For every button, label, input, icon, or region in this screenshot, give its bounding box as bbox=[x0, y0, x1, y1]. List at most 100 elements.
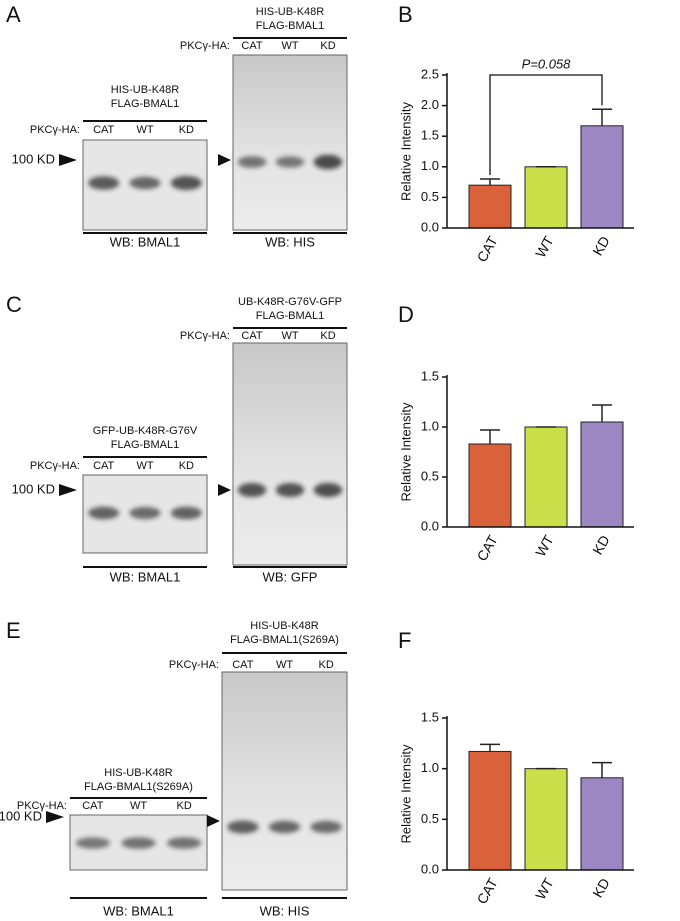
blot-band bbox=[275, 156, 305, 168]
size-marker: 100 KD bbox=[12, 481, 55, 496]
row-label: PKCγ-HA: bbox=[169, 659, 219, 671]
bar-chart: 0.0 0.5 1.0 1.5 Relative Intensity CAT WT KD bbox=[398, 368, 634, 564]
error-bar bbox=[480, 743, 500, 752]
y-tick-label: 0.0 bbox=[421, 219, 439, 234]
lane-label: WT bbox=[130, 800, 147, 812]
western-blot: GFP-UB-K48R-G76V FLAG-BMAL1 PKCγ-HA: CAT WT K… bbox=[12, 425, 208, 584]
y-tick-label: 1.5 bbox=[421, 709, 439, 724]
blot-header: FLAG-BMAL1(S269A) bbox=[230, 634, 339, 646]
blot-band bbox=[313, 154, 343, 170]
blot-band bbox=[75, 837, 110, 849]
x-tick-label: CAT bbox=[473, 233, 501, 265]
blot-band bbox=[313, 482, 343, 498]
error-bar bbox=[592, 761, 612, 778]
blot-header: HIS-UB-K48R bbox=[250, 620, 319, 632]
lane-label: WT bbox=[281, 330, 298, 342]
blot-band bbox=[129, 176, 161, 190]
y-axis-title: Relative Intensity bbox=[398, 402, 413, 501]
panel-label: B bbox=[398, 2, 413, 27]
lane-label: CAT bbox=[241, 40, 262, 52]
blot-header: FLAG-BMAL1 bbox=[256, 310, 324, 322]
blot-band bbox=[237, 156, 267, 168]
blot-image bbox=[232, 342, 348, 566]
lane-label: KD bbox=[320, 40, 335, 52]
error-bar bbox=[592, 404, 612, 422]
lane-label: KD bbox=[320, 330, 335, 342]
blot-footer: WB: GFP bbox=[263, 569, 318, 584]
bar bbox=[524, 166, 568, 229]
blot-band bbox=[237, 483, 267, 497]
blot-header: HIS-UB-K48R bbox=[111, 84, 180, 96]
error-bar bbox=[592, 108, 612, 126]
x-tick-label: WT bbox=[532, 875, 557, 902]
western-blot: HIS-UB-K48R FLAG-BMAL1(S269A) PKCγ-HA: CAT W… bbox=[0, 767, 208, 918]
bar bbox=[468, 750, 512, 871]
western-blot: HIS-UB-K48R FLAG-BMAL1 PKCγ-HA: CAT WT KD WB: … bbox=[180, 6, 348, 249]
blot-band bbox=[170, 506, 202, 520]
marker-arrow bbox=[46, 811, 64, 823]
row-label: PKCγ-HA: bbox=[30, 124, 80, 136]
lane-label: WT bbox=[136, 124, 153, 136]
blot-footer: WB: HIS bbox=[265, 234, 315, 249]
bar-chart: 0.0 0.5 1.0 1.5 Relative Intensity CAT WT KD bbox=[398, 709, 634, 907]
lane-label: CAT bbox=[241, 330, 262, 342]
lane-label: KD bbox=[177, 800, 192, 812]
y-tick-label: 1.5 bbox=[421, 368, 439, 383]
western-blot: HIS-UB-K48R FLAG-BMAL1 PKCγ-HA: CAT WT KD 100 … bbox=[12, 84, 208, 249]
y-tick-label: 1.5 bbox=[421, 128, 439, 143]
blot-header: UB-K48R-G76V-GFP bbox=[238, 296, 342, 308]
blot-footer: WB: BMAL1 bbox=[110, 234, 181, 249]
blot-band bbox=[167, 837, 202, 849]
bar-chart: 0.0 0.5 1.0 1.5 2.0 2.5 Relative Intensity CAT W… bbox=[398, 56, 634, 265]
y-tick-label: 2.0 bbox=[421, 97, 439, 112]
blot-header: FLAG-BMAL1 bbox=[111, 439, 179, 451]
western-blot: HIS-UB-K48R FLAG-BMAL1(S269A) PKCγ-HA: CAT W… bbox=[169, 620, 348, 918]
x-tick-label: CAT bbox=[473, 875, 501, 907]
blot-band bbox=[88, 506, 120, 520]
blot-image bbox=[221, 671, 348, 891]
bar bbox=[524, 426, 568, 528]
y-tick-label: 1.0 bbox=[421, 760, 439, 775]
bar bbox=[468, 184, 512, 229]
lane-label: KD bbox=[179, 460, 194, 472]
lane-label: WT bbox=[281, 40, 298, 52]
y-axis-title: Relative Intensity bbox=[398, 744, 413, 843]
panel-label: F bbox=[398, 628, 411, 653]
y-tick-label: 2.5 bbox=[421, 66, 439, 81]
x-tick-label: WT bbox=[532, 233, 557, 260]
bar bbox=[580, 777, 624, 871]
marker-arrow bbox=[59, 484, 77, 496]
blot-header: FLAG-BMAL1(S269A) bbox=[84, 781, 193, 793]
row-label: PKCγ-HA: bbox=[30, 460, 80, 472]
error-bar bbox=[480, 178, 500, 186]
y-axis-title: Relative Intensity bbox=[398, 102, 413, 201]
size-marker: 100 KD bbox=[0, 808, 42, 823]
lane-label: CAT bbox=[93, 460, 114, 472]
row-label: PKCγ-HA: bbox=[180, 40, 230, 52]
lane-label: WT bbox=[136, 460, 153, 472]
y-tick-label: 0.5 bbox=[421, 811, 439, 826]
p-value: P=0.058 bbox=[522, 56, 572, 71]
lane-label: WT bbox=[276, 659, 293, 671]
y-tick-label: 1.0 bbox=[421, 158, 439, 173]
y-tick-label: 0.0 bbox=[421, 861, 439, 876]
bar bbox=[580, 421, 624, 528]
x-tick-label: WT bbox=[532, 532, 557, 559]
blot-band bbox=[275, 483, 305, 497]
blot-band bbox=[129, 506, 161, 520]
bar bbox=[468, 443, 512, 528]
blot-header: HIS-UB-K48R bbox=[104, 767, 173, 779]
lane-label: KD bbox=[179, 124, 194, 136]
blot-footer: WB: BMAL1 bbox=[103, 903, 174, 918]
blot-header: FLAG-BMAL1 bbox=[256, 20, 324, 32]
significance-bracket bbox=[489, 74, 603, 176]
size-marker: 100 KD bbox=[12, 151, 55, 166]
panel-label: C bbox=[6, 292, 22, 317]
blot-band bbox=[227, 820, 259, 834]
blot-band bbox=[121, 837, 156, 849]
lane-label: CAT bbox=[232, 659, 253, 671]
blot-header: FLAG-BMAL1 bbox=[111, 98, 179, 110]
blot-footer: WB: HIS bbox=[260, 903, 310, 918]
blot-band bbox=[268, 820, 301, 834]
